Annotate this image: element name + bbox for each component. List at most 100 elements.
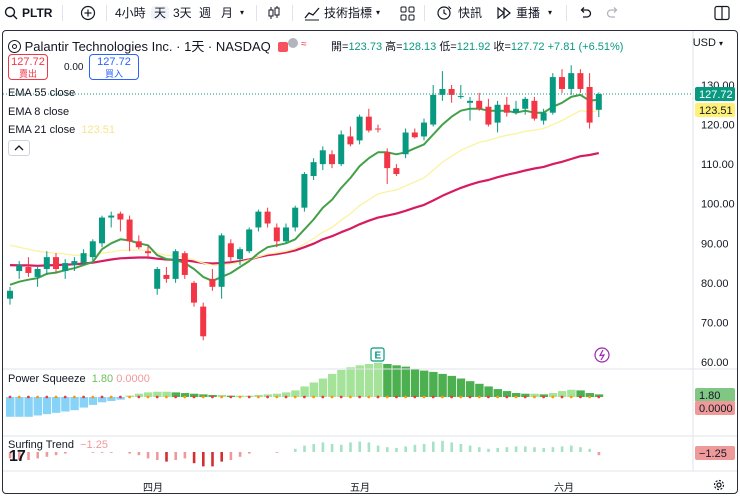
squeeze-bar [576, 390, 585, 397]
chart-header: Palantir Technologies Inc. · 1天 · NASDAQ [8, 36, 289, 55]
squeeze-bar [171, 392, 180, 397]
squeeze-dot [54, 395, 58, 399]
surf-bar [432, 441, 435, 452]
sell-button[interactable]: 127.72 賣出 [8, 54, 48, 80]
candle-body [393, 168, 400, 175]
replay-button[interactable]: 重播 [516, 6, 541, 20]
undo-icon[interactable] [578, 0, 592, 26]
currency-selector[interactable]: USD ▾ [692, 37, 723, 49]
search-icon[interactable] [4, 0, 18, 26]
ema21-value: 123.51 [81, 124, 115, 136]
surf-bar [422, 444, 426, 452]
surf-bar [496, 448, 499, 452]
squeeze-dot [330, 395, 334, 399]
low-value: 121.92 [456, 41, 491, 53]
squeeze-dot [275, 395, 279, 399]
squeeze-dot [597, 395, 601, 399]
chevron-up-icon [14, 145, 24, 151]
earnings-marker-box [370, 347, 385, 362]
squeeze-dot [542, 395, 545, 399]
candles-series [7, 65, 602, 341]
close-label: 收= [493, 41, 511, 53]
surf-bar [146, 452, 150, 459]
candle-body [365, 116, 372, 131]
redo-icon[interactable] [606, 0, 620, 26]
squeeze-dot [91, 395, 95, 399]
replay-icon[interactable] [496, 0, 512, 26]
squeeze-bar [190, 393, 199, 397]
candle [154, 267, 161, 295]
squeeze-bar [272, 393, 282, 397]
timeframe-week[interactable]: 週 [199, 6, 212, 20]
squeeze-dot [441, 395, 444, 399]
power-squeeze-legend[interactable]: Power Squeeze 1.80 0.0000 [8, 373, 150, 385]
squeeze-bar [456, 378, 466, 397]
indicators-dropdown-chevron-icon[interactable]: ▾ [376, 8, 381, 17]
candle-style-button[interactable] [266, 0, 282, 26]
ema21-series [9, 110, 599, 266]
squeeze-dot [385, 395, 389, 399]
gear-icon[interactable] [713, 478, 725, 493]
candle [292, 205, 299, 232]
surfing-trend-legend[interactable]: Surfing Trend −1.25 [8, 439, 108, 451]
alerts-button[interactable]: 快訊 [458, 6, 483, 20]
timeframe-4h[interactable]: 4小時 [115, 6, 146, 20]
candle [448, 85, 455, 103]
compare-symbol-button[interactable] [80, 0, 96, 26]
candle-body [384, 152, 391, 169]
candle-body [467, 100, 473, 103]
alert-clock-icon[interactable] [436, 0, 452, 26]
surf-bar [468, 445, 472, 452]
power-squeeze-histogram [6, 362, 604, 417]
squeeze-bar [530, 393, 539, 397]
squeeze-dot [63, 395, 67, 399]
buy-button[interactable]: 127.72 買入 [89, 54, 139, 80]
candle-body [568, 73, 575, 89]
market-closed-icon [278, 42, 289, 52]
chart-area[interactable]: E 60.00 70.00 80.00 90.00 100.00 110.00 120.00… [2, 30, 738, 494]
ema21-legend[interactable]: EMA 21 close 123.51 [8, 124, 115, 136]
layout-grid-icon[interactable] [400, 0, 415, 26]
squeeze-dot [376, 395, 380, 399]
ema8-legend[interactable]: EMA 8 close [8, 106, 70, 118]
candle-body [586, 86, 593, 123]
ema55-legend[interactable]: EMA 55 close [8, 87, 76, 99]
candle [375, 124, 381, 133]
squeeze-dot [257, 395, 260, 399]
candle [365, 108, 372, 133]
surf-bar [248, 452, 251, 454]
candle [25, 257, 32, 277]
candle [531, 96, 538, 121]
symbol-search-button[interactable]: PLTR [22, 6, 53, 20]
timeframe-3d[interactable]: 3天 [173, 6, 192, 20]
timeframe-1d[interactable]: 天 [151, 6, 170, 20]
replay-dropdown-chevron-icon[interactable]: ▾ [548, 8, 553, 17]
squeeze-bar [364, 364, 374, 397]
surf-bar [312, 444, 315, 452]
change-value: +7.81 (+6.51%) [547, 41, 624, 53]
timeframe-month[interactable]: 月 [221, 6, 234, 20]
candle-body [283, 227, 289, 242]
ema8-line [9, 93, 599, 286]
indicators-button[interactable]: 技術指標 [324, 6, 373, 20]
price-chart[interactable]: E 60.00 70.00 80.00 90.00 100.00 110.00 120.00… [3, 31, 738, 494]
candle-body [99, 217, 105, 244]
collapse-legend-button[interactable] [8, 140, 30, 156]
squeeze-dot [523, 395, 527, 399]
candle-body [485, 106, 492, 125]
timeframe-dropdown-chevron-icon[interactable]: ▾ [240, 8, 245, 17]
surf-bar [441, 440, 444, 452]
squeeze-dot [496, 395, 499, 399]
squeeze-dot [404, 395, 407, 399]
squeeze-bar [33, 397, 42, 416]
squeeze-bar [484, 386, 493, 397]
panel-toggle-icon[interactable] [714, 0, 730, 26]
power-squeeze-value-2: 0.0000 [116, 373, 150, 385]
squeeze-bar [107, 397, 116, 401]
candle [457, 85, 464, 99]
squeeze-bar [309, 382, 318, 397]
surf-bar [349, 442, 352, 452]
indicators-icon[interactable] [304, 0, 320, 26]
surf-bar [183, 452, 187, 459]
candle [191, 280, 197, 307]
